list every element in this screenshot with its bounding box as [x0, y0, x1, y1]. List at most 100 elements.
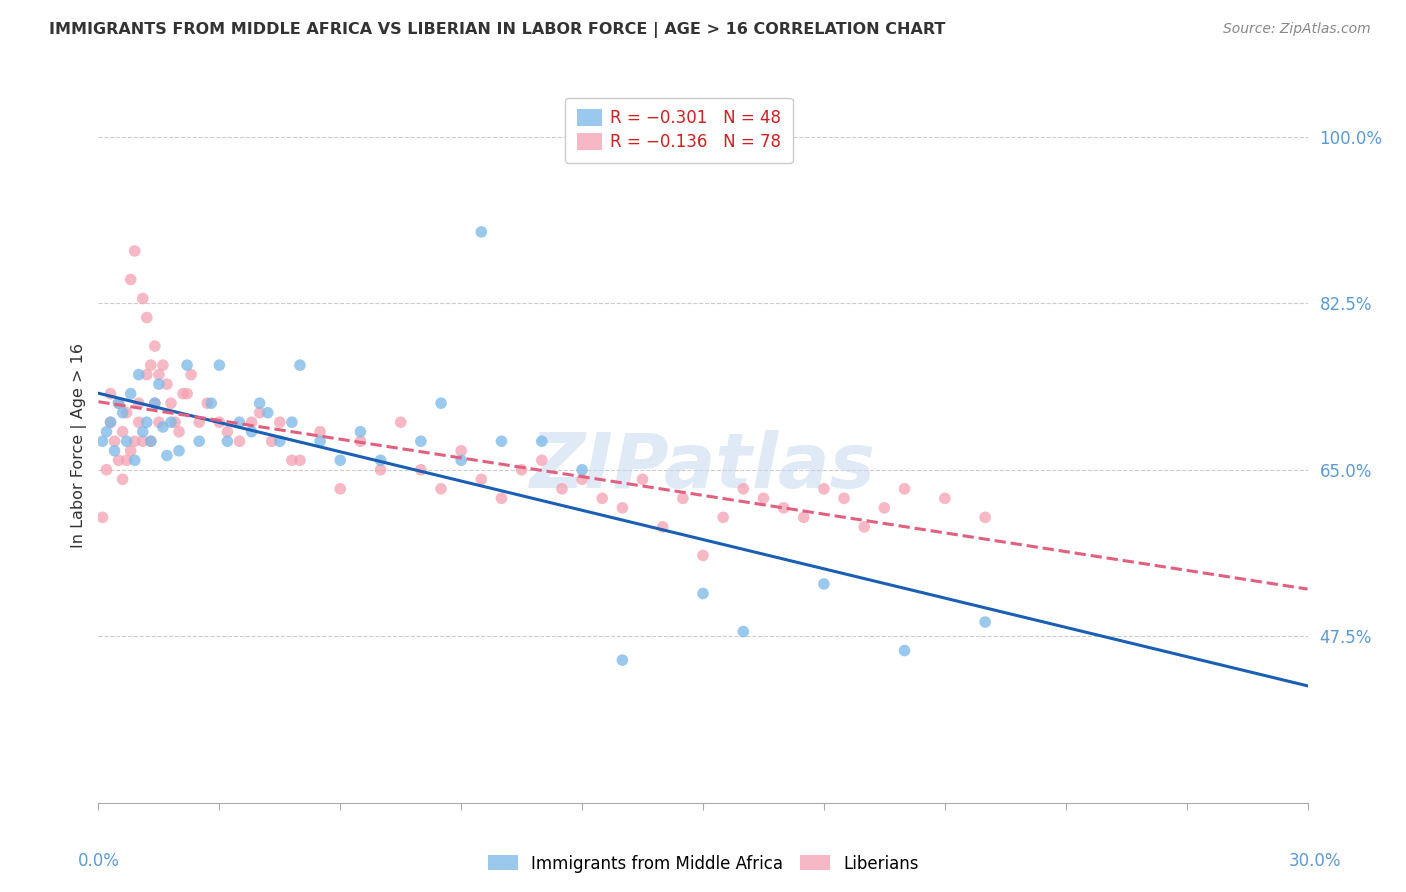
- Point: [139, 434, 162, 449]
- Point: [733, 482, 755, 496]
- Text: 30.0%: 30.0%: [1288, 852, 1341, 870]
- Point: [491, 434, 513, 449]
- Point: [228, 415, 250, 429]
- Point: [111, 472, 134, 486]
- Point: [288, 453, 311, 467]
- Point: [139, 434, 162, 449]
- Point: [160, 396, 183, 410]
- Point: [269, 434, 291, 449]
- Point: [103, 443, 125, 458]
- Point: [974, 510, 997, 524]
- Text: ZIPatlas: ZIPatlas: [530, 431, 876, 504]
- Point: [612, 500, 634, 515]
- Point: [176, 358, 198, 372]
- Point: [160, 415, 183, 429]
- Point: [217, 425, 239, 439]
- Point: [128, 396, 150, 410]
- Point: [124, 434, 146, 449]
- Text: Source: ZipAtlas.com: Source: ZipAtlas.com: [1223, 22, 1371, 37]
- Point: [124, 453, 146, 467]
- Point: [249, 406, 271, 420]
- Point: [152, 358, 174, 372]
- Point: [470, 225, 492, 239]
- Point: [853, 520, 876, 534]
- Point: [389, 415, 412, 429]
- Point: [96, 425, 118, 439]
- Point: [772, 500, 794, 515]
- Point: [893, 643, 915, 657]
- Point: [143, 339, 166, 353]
- Point: [612, 653, 634, 667]
- Point: [115, 406, 138, 420]
- Point: [813, 482, 835, 496]
- Point: [111, 425, 134, 439]
- Point: [172, 386, 194, 401]
- Point: [256, 406, 278, 420]
- Point: [530, 453, 553, 467]
- Point: [711, 510, 734, 524]
- Text: 0.0%: 0.0%: [77, 852, 120, 870]
- Point: [240, 415, 263, 429]
- Point: [934, 491, 956, 506]
- Point: [349, 425, 371, 439]
- Point: [156, 377, 179, 392]
- Point: [132, 425, 155, 439]
- Point: [115, 434, 138, 449]
- Point: [148, 377, 170, 392]
- Point: [107, 396, 129, 410]
- Point: [240, 425, 263, 439]
- Point: [370, 463, 392, 477]
- Point: [370, 453, 392, 467]
- Point: [107, 453, 129, 467]
- Point: [128, 415, 150, 429]
- Point: [100, 386, 122, 401]
- Point: [135, 310, 157, 325]
- Point: [281, 453, 304, 467]
- Point: [96, 463, 118, 477]
- Point: [208, 358, 231, 372]
- Point: [813, 577, 835, 591]
- Point: [530, 434, 553, 449]
- Point: [692, 549, 714, 563]
- Point: [260, 434, 283, 449]
- Point: [269, 415, 291, 429]
- Point: [139, 358, 162, 372]
- Legend: Immigrants from Middle Africa, Liberians: Immigrants from Middle Africa, Liberians: [481, 848, 925, 880]
- Point: [591, 491, 613, 506]
- Point: [329, 482, 352, 496]
- Point: [450, 453, 472, 467]
- Point: [228, 434, 250, 449]
- Point: [571, 463, 593, 477]
- Point: [167, 443, 190, 458]
- Point: [329, 453, 352, 467]
- Point: [148, 415, 170, 429]
- Point: [409, 434, 432, 449]
- Point: [571, 472, 593, 486]
- Point: [100, 415, 122, 429]
- Point: [132, 292, 155, 306]
- Point: [120, 443, 142, 458]
- Point: [208, 415, 231, 429]
- Point: [510, 463, 533, 477]
- Point: [288, 358, 311, 372]
- Point: [349, 434, 371, 449]
- Point: [692, 586, 714, 600]
- Point: [873, 500, 896, 515]
- Point: [188, 415, 211, 429]
- Point: [470, 472, 492, 486]
- Point: [974, 615, 997, 629]
- Point: [430, 482, 453, 496]
- Point: [103, 434, 125, 449]
- Point: [156, 449, 179, 463]
- Point: [143, 396, 166, 410]
- Point: [551, 482, 574, 496]
- Point: [281, 415, 304, 429]
- Text: IMMIGRANTS FROM MIDDLE AFRICA VS LIBERIAN IN LABOR FORCE | AGE > 16 CORRELATION : IMMIGRANTS FROM MIDDLE AFRICA VS LIBERIA…: [49, 22, 946, 38]
- Point: [143, 396, 166, 410]
- Point: [195, 396, 218, 410]
- Point: [491, 491, 513, 506]
- Point: [115, 453, 138, 467]
- Point: [107, 396, 129, 410]
- Point: [148, 368, 170, 382]
- Point: [152, 420, 174, 434]
